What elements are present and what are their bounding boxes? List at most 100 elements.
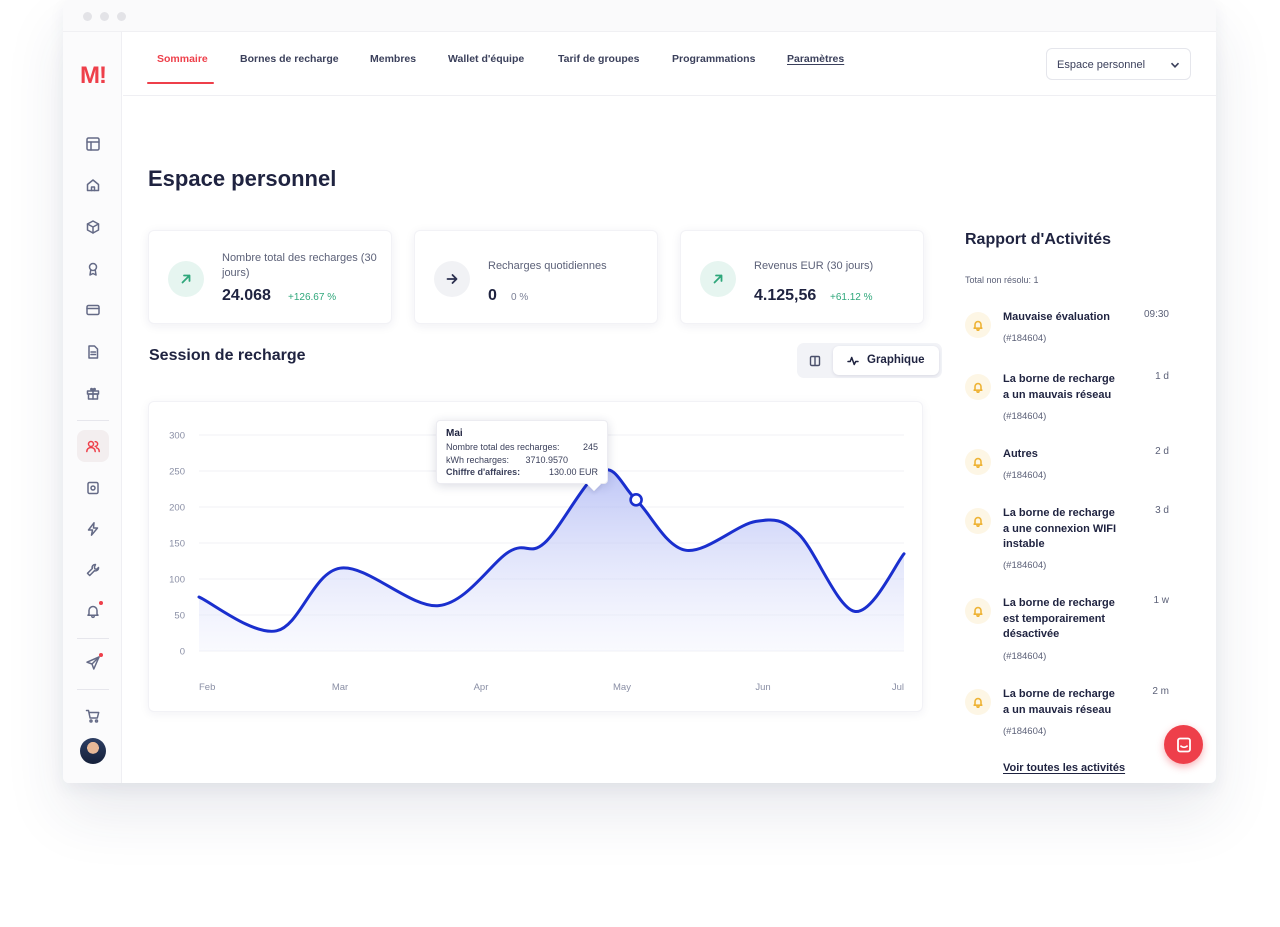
arrow-up-right-icon	[713, 274, 723, 284]
session-chart-card: 0 50 100 150 200 250 300 Feb Mar Apr May Jun Jul Ma…	[148, 401, 923, 712]
tooltip-row: Chiffre d'affaires: 130.00 EUR	[446, 466, 598, 479]
activity-icon	[847, 356, 859, 366]
window-dot	[83, 12, 92, 21]
stat-icon-circle	[700, 261, 736, 297]
sidebar-gift-icon[interactable]	[77, 377, 109, 409]
award-icon	[88, 262, 98, 276]
sidebar-send-icon[interactable]	[77, 647, 109, 679]
bell-icon	[973, 457, 983, 468]
stat-value: 4.125,56	[754, 287, 817, 304]
sidebar-document-icon[interactable]	[77, 336, 109, 368]
wrench-icon	[86, 563, 100, 577]
stat-label: Revenus EUR (30 jours)	[754, 260, 874, 272]
graph-view-button[interactable]: Graphique	[833, 346, 939, 375]
active-tab-indicator	[147, 82, 214, 84]
workspace-select[interactable]: Espace personnel	[1046, 48, 1191, 80]
y-tick-label: 0	[180, 647, 185, 658]
credit-card-icon	[86, 304, 100, 316]
stat-card-total-recharges: Nombre total des recharges (30 jours) 24…	[148, 230, 392, 324]
activity-id: (#184604)	[1003, 411, 1047, 422]
document-icon	[88, 345, 99, 359]
sidebar-lightning-icon[interactable]	[77, 513, 109, 545]
sidebar-home-icon[interactable]	[77, 169, 109, 201]
activity-bell-circle	[965, 449, 991, 475]
window-titlebar	[63, 0, 1216, 32]
gift-icon	[86, 387, 100, 400]
sidebar-divider	[77, 638, 109, 639]
activity-time: 1 d	[1155, 371, 1169, 382]
tab-membres[interactable]: Membres	[370, 53, 417, 65]
sidebar-layout-icon[interactable]	[77, 128, 109, 160]
sidebar-bell-icon[interactable]	[77, 595, 109, 627]
arrow-up-right-icon	[181, 274, 191, 284]
tab-tarif-de-groupes[interactable]: Tarif de groupes	[558, 53, 640, 65]
activity-id: (#184604)	[1003, 333, 1047, 344]
home-icon	[86, 179, 100, 192]
x-tick-label: May	[613, 682, 631, 693]
tooltip-title: Mai	[446, 428, 463, 439]
tab-bornes-de-recharge[interactable]: Bornes de recharge	[240, 53, 339, 65]
bell-icon	[973, 516, 983, 527]
x-tick-label: Apr	[474, 682, 489, 693]
activity-time: 09:30	[1143, 309, 1169, 320]
sidebar-award-icon[interactable]	[77, 253, 109, 285]
activity-title: Mauvaise évaluation	[1003, 311, 1110, 323]
bell-icon	[87, 605, 99, 619]
activity-id: (#184604)	[1003, 560, 1047, 571]
stat-change: +126.67 %	[288, 292, 337, 303]
chevron-down-icon	[1170, 62, 1180, 68]
badge-icon	[87, 481, 99, 495]
activity-id: (#184604)	[1003, 726, 1047, 737]
sidebar-divider	[77, 689, 109, 690]
activity-bell-circle	[965, 689, 991, 715]
chat-launcher-button[interactable]	[1164, 725, 1203, 764]
x-tick-label: Jun	[755, 682, 770, 693]
tab-programmations[interactable]: Programmations	[672, 53, 756, 65]
tab-sommaire[interactable]: Sommaire	[157, 53, 208, 65]
y-tick-label: 300	[169, 431, 185, 442]
activity-time: 2 d	[1155, 446, 1169, 457]
window-dot	[100, 12, 109, 21]
cart-icon	[85, 709, 100, 723]
user-avatar[interactable]	[80, 738, 106, 764]
y-tick-label: 100	[169, 575, 185, 586]
activity-title: La borne de recharge a un mauvais réseau	[1003, 373, 1115, 401]
chart-tooltip: Mai Nombre total des recharges: 245 kWh …	[436, 420, 608, 484]
tooltip-row: kWh recharges: 3710.9570	[446, 454, 598, 467]
see-all-activities-link[interactable]: Voir toutes les activités	[1003, 762, 1126, 774]
stat-label: Recharges quotidiennes	[488, 260, 607, 272]
top-navigation: Sommaire Bornes de recharge Membres Wall…	[123, 32, 1216, 96]
activity-id: (#184604)	[1003, 470, 1047, 481]
split-view-button[interactable]	[801, 347, 828, 374]
tooltip-row: Nombre total des recharges: 245	[446, 441, 598, 454]
sidebar-wrench-icon[interactable]	[77, 554, 109, 586]
stat-card-revenus: Revenus EUR (30 jours) 4.125,56 +61.12 %	[680, 230, 924, 324]
sidebar-divider	[77, 420, 109, 421]
tab-wallet-equipe[interactable]: Wallet d'équipe	[448, 53, 525, 65]
tooltip-value: 245	[582, 442, 598, 452]
y-tick-label: 250	[169, 467, 185, 478]
sidebar-cube-icon[interactable]	[77, 211, 109, 243]
stat-icon-circle	[168, 261, 204, 297]
session-title: Session de recharge	[149, 347, 306, 364]
sidebar-credit-card-icon[interactable]	[77, 294, 109, 326]
window-dot	[117, 12, 126, 21]
tooltip-label: Chiffre d'affaires:	[446, 467, 521, 477]
split-view-icon	[809, 355, 820, 366]
sidebar-users-icon[interactable]	[77, 430, 109, 462]
app-window: M!	[63, 0, 1216, 783]
tab-parametres[interactable]: Paramètres	[787, 53, 845, 65]
users-icon	[86, 440, 100, 453]
brand-logo[interactable]: M!	[80, 62, 107, 89]
sidebar-cart-icon[interactable]	[77, 700, 109, 732]
hover-marker[interactable]	[629, 493, 643, 507]
activity-id: (#184604)	[1003, 651, 1047, 662]
page-title: Espace personnel	[148, 166, 337, 191]
sidebar-badge-icon[interactable]	[77, 472, 109, 504]
arrow-right-icon	[446, 274, 458, 284]
stat-change: 0 %	[511, 292, 529, 303]
activity-title: Autres	[1003, 448, 1038, 460]
graph-view-label: Graphique	[867, 354, 925, 366]
activity-time: 1 w	[1153, 595, 1169, 606]
view-toggle: Graphique	[797, 343, 942, 378]
